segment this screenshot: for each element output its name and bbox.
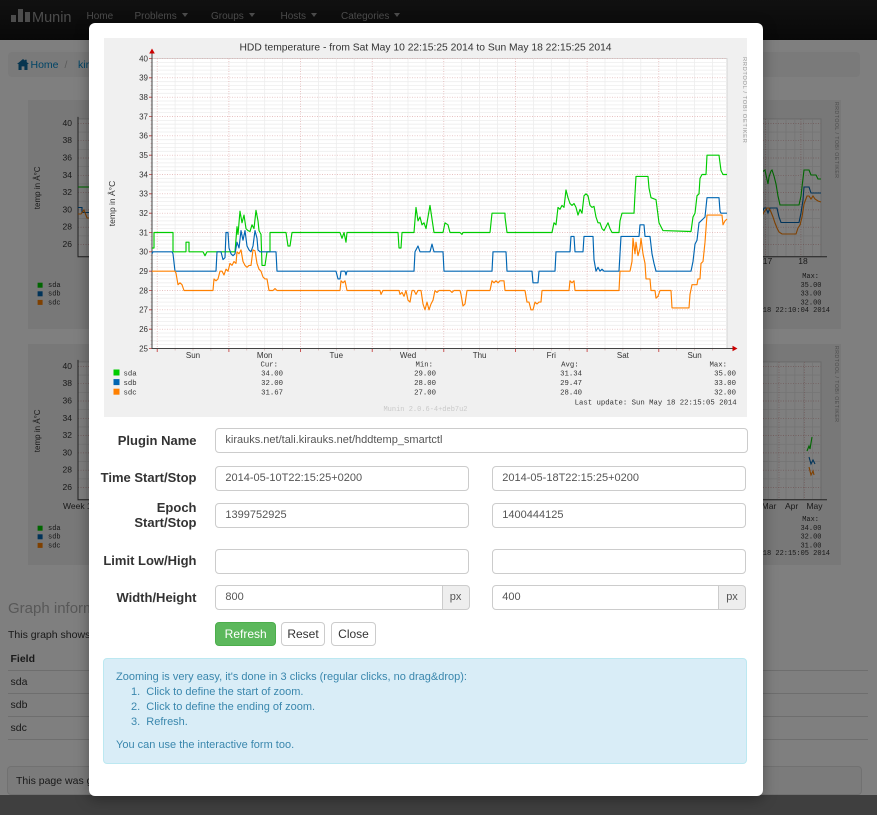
svg-text:31: 31	[139, 228, 148, 237]
svg-text:32: 32	[139, 209, 148, 218]
svg-text:Mon: Mon	[257, 351, 273, 360]
svg-text:Thu: Thu	[473, 351, 487, 360]
svg-text:40: 40	[139, 54, 148, 63]
svg-text:Sat: Sat	[617, 351, 630, 360]
svg-text:32.00: 32.00	[261, 380, 283, 388]
svg-text:36: 36	[139, 132, 148, 141]
svg-text:31.67: 31.67	[261, 390, 283, 398]
svg-text:temp in Â°C: temp in Â°C	[107, 181, 117, 226]
svg-text:29.47: 29.47	[560, 380, 582, 388]
svg-text:25: 25	[139, 344, 148, 353]
svg-text:35.00: 35.00	[714, 371, 736, 379]
svg-text:Last update: Sun May 18 22:15:: Last update: Sun May 18 22:15:05 2014	[575, 400, 738, 408]
svg-text:RRDTOOL / TOBI OETIKER: RRDTOOL / TOBI OETIKER	[741, 57, 747, 143]
svg-text:28: 28	[139, 286, 148, 295]
svg-text:34.00: 34.00	[261, 371, 283, 379]
svg-text:31.34: 31.34	[560, 371, 583, 379]
svg-text:33.00: 33.00	[714, 380, 736, 388]
svg-text:37: 37	[139, 112, 148, 121]
svg-text:33: 33	[139, 190, 148, 199]
svg-text:Max:: Max:	[709, 362, 727, 370]
svg-text:30: 30	[139, 248, 148, 257]
svg-text:Cur:: Cur:	[260, 362, 278, 370]
svg-text:39: 39	[139, 74, 148, 83]
svg-text:HDD temperature - from Sat May: HDD temperature - from Sat May 10 22:15:…	[239, 43, 611, 54]
svg-text:38: 38	[139, 93, 148, 102]
svg-text:27: 27	[139, 306, 148, 315]
svg-text:Tue: Tue	[330, 351, 344, 360]
svg-text:Munin 2.0.6-4+deb7u2: Munin 2.0.6-4+deb7u2	[383, 406, 467, 414]
svg-text:sdb: sdb	[124, 380, 137, 388]
svg-text:35: 35	[139, 151, 148, 160]
svg-text:sdc: sdc	[124, 390, 137, 398]
svg-text:28.00: 28.00	[414, 380, 436, 388]
svg-text:29: 29	[139, 267, 148, 276]
svg-text:26: 26	[139, 325, 148, 334]
svg-text:28.40: 28.40	[560, 390, 582, 398]
svg-text:Sun: Sun	[186, 351, 200, 360]
svg-text:Min:: Min:	[415, 362, 433, 370]
svg-text:27.00: 27.00	[414, 390, 436, 398]
svg-text:Wed: Wed	[400, 351, 416, 360]
svg-text:32.00: 32.00	[714, 390, 736, 398]
svg-text:Fri: Fri	[547, 351, 557, 360]
svg-text:sda: sda	[124, 371, 138, 379]
svg-text:34: 34	[139, 170, 148, 179]
svg-text:Sun: Sun	[687, 351, 701, 360]
svg-text:29.00: 29.00	[414, 371, 436, 379]
svg-text:Avg:: Avg:	[561, 362, 579, 370]
